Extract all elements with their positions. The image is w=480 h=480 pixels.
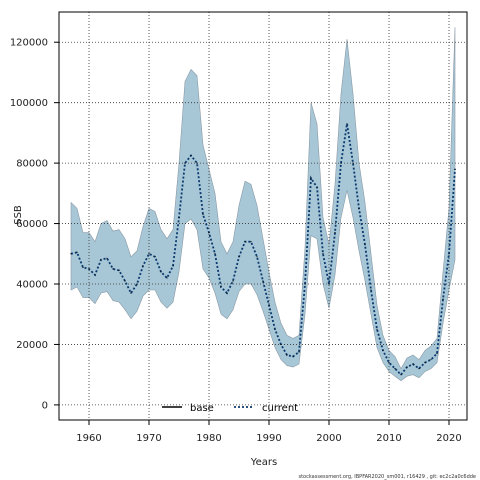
current-point-1959 [82,266,84,268]
current-point-1966 [124,280,126,282]
current-point-1993 [286,354,288,356]
current-point-1965 [118,269,120,271]
current-point-1982 [220,286,222,288]
current-point-2017 [430,358,432,361]
current-point-1957 [70,253,72,255]
current-point-2013 [406,366,408,368]
current-point-1972 [160,271,162,273]
current-point-2020 [448,253,450,255]
x-tick-label-2010: 2010 [376,433,401,444]
current-point-1975 [178,216,180,219]
x-axis-title: Years [250,457,277,468]
confidence-band-layer [70,27,456,382]
footer-note: stockassessment.org, IBPFAR2020_sm001, r… [298,474,476,480]
current-point-1992 [280,343,282,346]
x-tick-label-2000: 2000 [316,433,341,444]
y-tick-label-40000: 40000 [16,280,48,291]
current-point-2003 [346,123,348,125]
x-tick-label-1970: 1970 [136,433,161,444]
current-point-1981 [214,253,216,255]
current-point-1978 [196,162,198,164]
current-point-2019 [442,298,444,300]
current-point-2009 [382,349,384,352]
x-axis-ticks: 1960 1970 1980 1990 2000 2010 2020 [76,420,462,444]
current-point-1983 [226,292,228,294]
current-point-2007 [370,289,372,291]
current-point-2005 [358,207,360,210]
current-point-1968 [136,283,138,285]
current-series-layer [70,123,456,377]
current-point-2014 [412,363,414,365]
current-series-line [70,123,456,377]
gridlines [59,12,467,420]
current-point-2006 [364,244,366,246]
current-point-1960 [88,268,90,270]
current-point-1963 [106,257,108,259]
y-axis-ticks: 0 20000 40000 60000 80000 100000 120000 [10,38,59,411]
y-tick-label-0: 0 [42,400,48,411]
current-point-1997 [310,177,312,179]
y-tick-label-100000: 100000 [10,98,48,109]
current-point-2015 [418,368,420,370]
current-point-1985 [238,256,240,258]
current-point-1958 [76,251,78,253]
current-point-2010 [388,361,390,364]
current-point-1977 [190,154,192,157]
y-tick-label-120000: 120000 [10,38,48,49]
current-point-2016 [424,361,426,364]
current-point-2004 [352,162,354,164]
confidence-band [70,27,456,382]
current-point-2021 [454,168,456,170]
y-tick-label-80000: 80000 [16,159,48,170]
current-point-1990 [268,304,270,306]
current-point-2011 [394,368,396,370]
y-tick-label-20000: 20000 [16,340,48,351]
legend: base current [162,403,298,414]
current-point-1962 [100,259,102,261]
current-point-2002 [340,162,342,164]
current-point-1970 [148,253,150,255]
plot-frame [58,11,468,421]
current-point-1986 [244,241,246,243]
x-tick-label-1960: 1960 [76,433,101,444]
current-point-1995 [298,351,300,353]
current-point-2008 [376,328,378,330]
current-point-1996 [304,283,306,285]
current-point-1974 [172,265,174,267]
current-point-1987 [250,241,252,243]
current-point-1973 [166,277,168,279]
current-point-2000 [328,283,330,285]
current-point-1998 [316,186,318,188]
y-axis-title: SSB [13,205,24,225]
legend-current-label: current [262,403,298,414]
current-point-1980 [208,232,210,234]
current-point-1988 [256,256,258,258]
current-point-1999 [322,253,324,255]
current-point-1964 [112,268,114,270]
current-point-1971 [154,256,156,258]
current-point-2001 [334,232,336,234]
current-point-2012 [400,374,402,376]
current-point-1989 [262,280,264,282]
current-point-1961 [94,274,96,276]
current-point-1976 [184,162,186,164]
current-point-1994 [292,355,294,358]
x-tick-label-2020: 2020 [436,433,461,444]
current-point-1969 [142,265,144,267]
current-point-2018 [436,352,438,355]
legend-base-label: base [190,403,214,414]
current-point-1991 [274,328,276,330]
x-tick-label-1980: 1980 [196,433,221,444]
y-tick-label-60000: 60000 [16,219,48,230]
x-tick-label-1990: 1990 [256,433,281,444]
current-point-1967 [130,292,132,294]
current-point-1984 [232,280,234,282]
current-point-1979 [202,213,204,216]
